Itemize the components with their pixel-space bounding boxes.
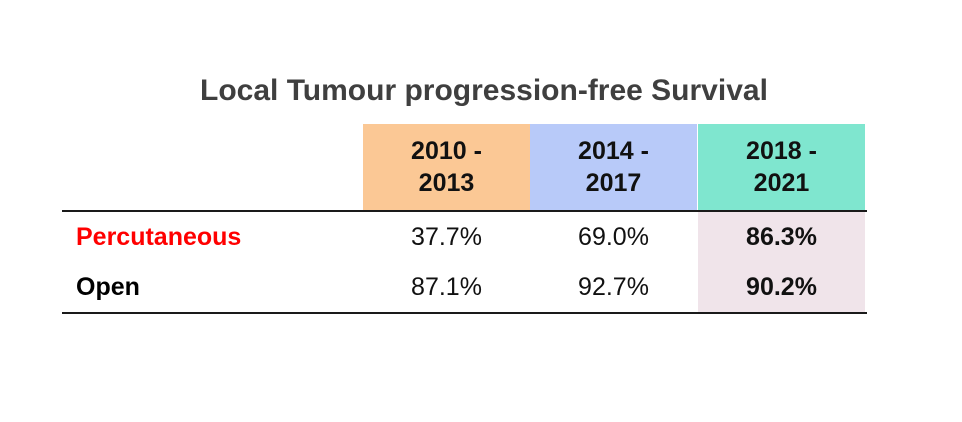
row-label-percutaneous: Percutaneous xyxy=(76,222,242,251)
table-cell: 92.7% xyxy=(578,272,649,301)
table-cell-highlighted: 90.2% xyxy=(746,272,817,301)
bottom-divider xyxy=(62,312,867,314)
table-row: Open 87.1% 92.7% 90.2% xyxy=(62,262,867,312)
column-header-2010-2013: 2010 - 2013 xyxy=(363,124,530,210)
table-cell: 37.7% xyxy=(411,222,482,251)
table-cell: 87.1% xyxy=(411,272,482,301)
table-row: Percutaneous 37.7% 69.0% 86.3% xyxy=(62,212,867,262)
table-title: Local Tumour progression-free Survival xyxy=(200,74,768,107)
top-divider xyxy=(62,210,867,212)
header-row: 2010 - 2013 2014 - 2017 2018 - 2021 xyxy=(62,124,867,210)
highlighted-column-background xyxy=(698,212,865,312)
table-cell-highlighted: 86.3% xyxy=(746,222,817,251)
column-header-2018-2021: 2018 - 2021 xyxy=(698,124,865,210)
row-label-open: Open xyxy=(76,272,140,301)
table-cell: 69.0% xyxy=(578,222,649,251)
survival-table: 2010 - 2013 2014 - 2017 2018 - 2021 Perc… xyxy=(62,124,867,314)
column-header-2014-2017: 2014 - 2017 xyxy=(530,124,697,210)
